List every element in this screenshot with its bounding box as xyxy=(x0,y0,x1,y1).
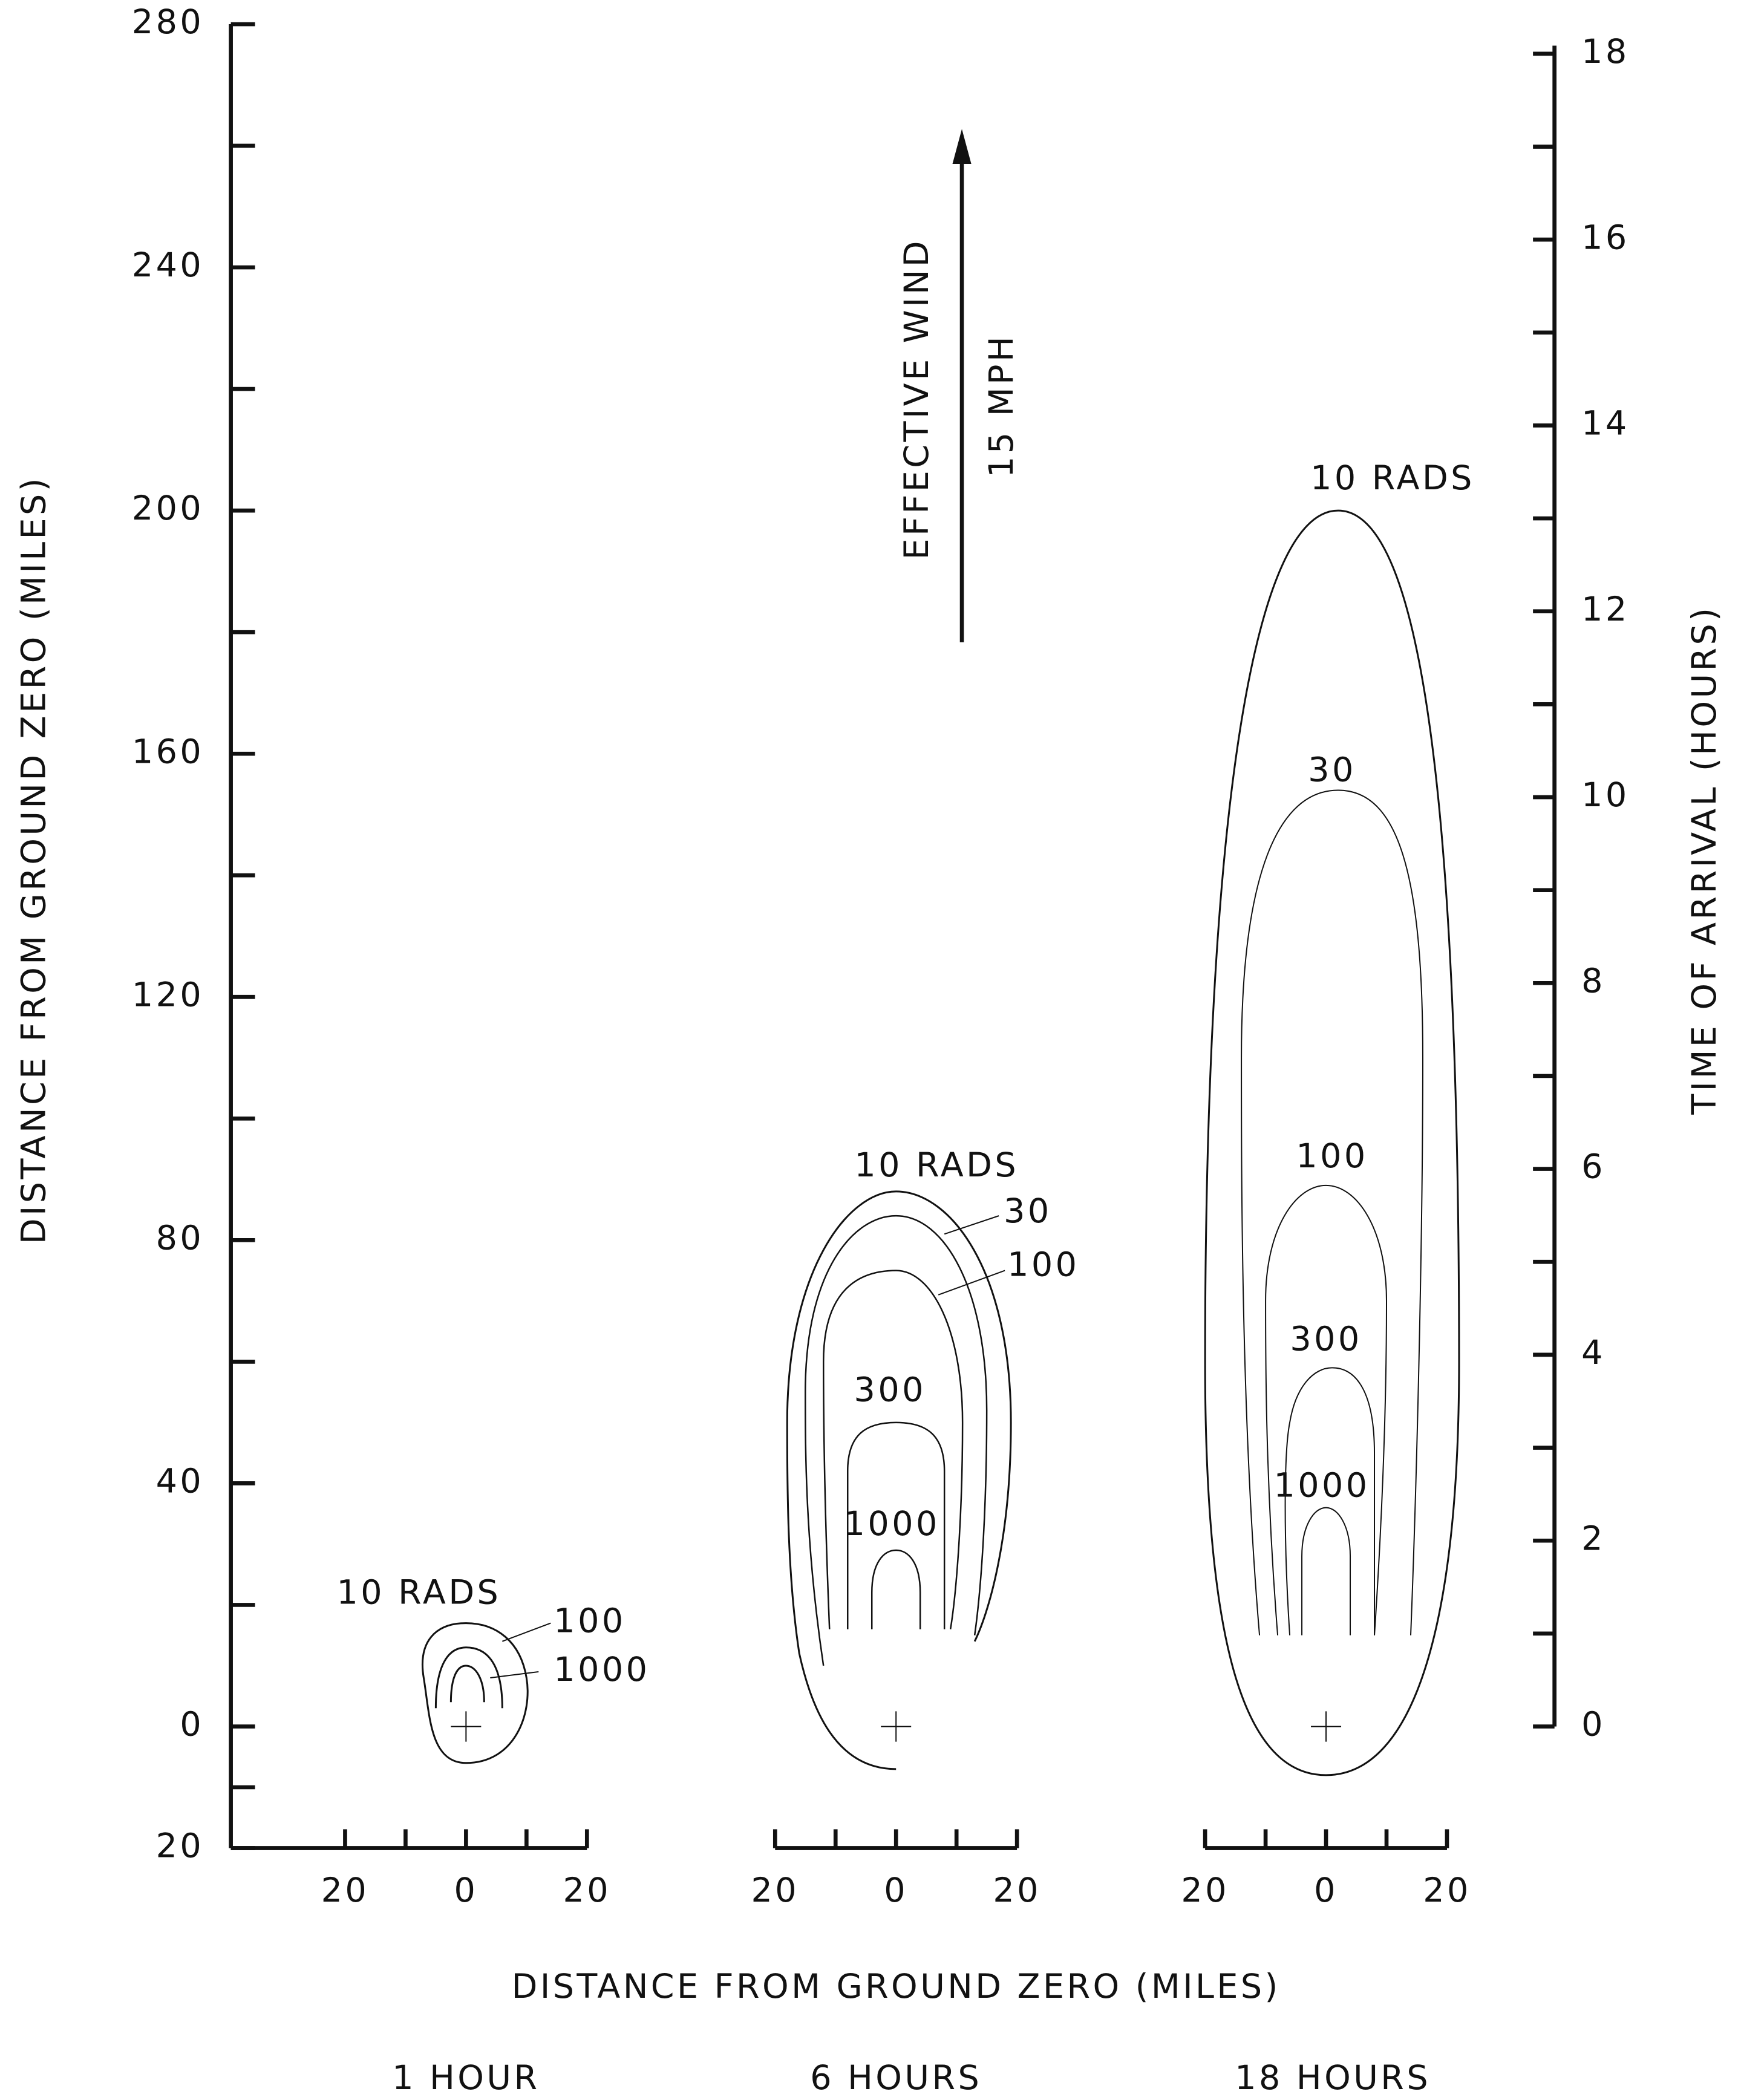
y-tick-label: 0 xyxy=(180,1705,204,1744)
contour-label: 30 xyxy=(1004,1192,1052,1231)
x-tick-label: 0 xyxy=(1314,1871,1338,1910)
contour-label: 10 RADS xyxy=(1310,458,1475,498)
y-tick-label: 160 xyxy=(132,732,204,771)
y2-axis-title: TIME OF ARRIVAL (HOURS) xyxy=(1685,605,1724,1115)
contour xyxy=(502,1623,550,1642)
y2-tick-label: 12 xyxy=(1581,590,1630,629)
contour-label: 10 RADS xyxy=(854,1146,1019,1185)
y2-tick-label: 0 xyxy=(1581,1705,1605,1744)
x-tick-label: 0 xyxy=(884,1871,908,1910)
panel-title: 6 HOURS xyxy=(810,2058,982,2098)
y-tick-label: 40 xyxy=(156,1462,204,1501)
x-tick-label: 20 xyxy=(1423,1871,1471,1910)
ground-zero xyxy=(881,1711,911,1741)
contour-label: 1000 xyxy=(1274,1466,1370,1505)
ground-zero xyxy=(1311,1711,1341,1741)
y-tick-label: 200 xyxy=(132,489,204,528)
y2-tick-label: 4 xyxy=(1581,1333,1605,1372)
contour xyxy=(436,1648,502,1709)
panel-title: 1 HOUR xyxy=(392,2058,540,2098)
contour xyxy=(848,1423,944,1629)
x-tick-label: 20 xyxy=(563,1871,612,1910)
y2-tick-label: 18 xyxy=(1581,32,1630,71)
contour-label: 100 xyxy=(1007,1245,1079,1285)
contour xyxy=(872,1550,920,1629)
contour-label: 100 xyxy=(554,1602,626,1641)
contour-group xyxy=(787,1192,1011,1769)
y-tick-label: 280 xyxy=(132,2,204,42)
y2-tick-label: 2 xyxy=(1581,1519,1605,1558)
contour xyxy=(490,1672,538,1678)
contour-label: 10 RADS xyxy=(337,1573,501,1612)
wind-speed: 15 MPH xyxy=(982,334,1021,478)
contour xyxy=(1241,790,1423,1635)
y2-tick-label: 14 xyxy=(1581,404,1630,443)
contour xyxy=(823,1271,962,1629)
contour xyxy=(787,1192,1011,1769)
contour-label: 1000 xyxy=(844,1504,940,1544)
y2-tick-label: 10 xyxy=(1581,775,1630,815)
contour xyxy=(938,1271,1005,1295)
x-tick-label: 20 xyxy=(751,1871,800,1910)
x-tick-label: 20 xyxy=(993,1871,1041,1910)
contour-label: 30 xyxy=(1308,750,1356,789)
contour xyxy=(944,1216,999,1234)
wind-arrow-head xyxy=(952,129,972,165)
contour-label: 1000 xyxy=(554,1650,650,1689)
y-tick-label: 20 xyxy=(156,1827,204,1866)
x-axis-title: DISTANCE FROM GROUND ZERO (MILES) xyxy=(512,1967,1281,2006)
contour xyxy=(451,1666,484,1702)
x-tick-label: 20 xyxy=(321,1871,370,1910)
y2-tick-label: 6 xyxy=(1581,1147,1605,1187)
y-axis-title: DISTANCE FROM GROUND ZERO (MILES) xyxy=(15,475,54,1244)
contour-group xyxy=(422,1623,550,1763)
contour xyxy=(422,1623,528,1763)
contour xyxy=(1205,510,1459,1775)
contour xyxy=(1302,1508,1350,1635)
contour-label: 100 xyxy=(1296,1136,1368,1176)
contour-group xyxy=(1205,510,1459,1775)
y2-tick-label: 16 xyxy=(1581,218,1630,257)
contour xyxy=(1266,1185,1387,1635)
x-tick-label: 20 xyxy=(1181,1871,1229,1910)
contour-label: 300 xyxy=(854,1371,926,1410)
wind-label: EFFECTIVE WIND xyxy=(897,238,936,560)
ground-zero xyxy=(451,1711,481,1741)
contour xyxy=(1285,1368,1374,1635)
x-tick-label: 0 xyxy=(454,1871,478,1910)
y2-tick-label: 8 xyxy=(1581,961,1605,1000)
contour xyxy=(805,1216,987,1666)
y-tick-label: 80 xyxy=(156,1218,204,1257)
y-tick-label: 240 xyxy=(132,246,204,285)
y-tick-label: 120 xyxy=(132,975,204,1014)
panel-title: 18 HOURS xyxy=(1235,2058,1431,2098)
contour-label: 300 xyxy=(1290,1319,1362,1358)
